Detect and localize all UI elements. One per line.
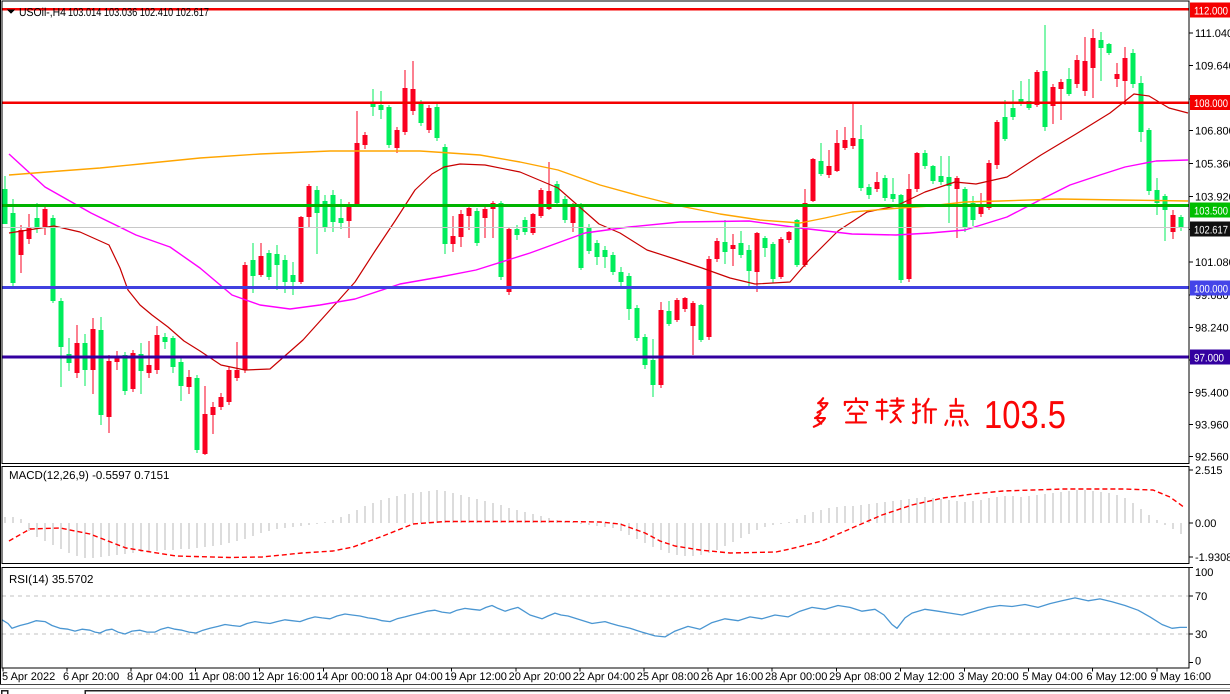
svg-text:8 Apr 04:00: 8 Apr 04:00 [127,671,183,683]
svg-text:6 Apr 20:00: 6 Apr 20:00 [63,671,119,683]
svg-text:92.560: 92.560 [1195,452,1229,464]
svg-text:26 Apr 16:00: 26 Apr 16:00 [701,671,763,683]
svg-text:29 Apr 08:00: 29 Apr 08:00 [829,671,891,683]
svg-text:101.080: 101.080 [1195,257,1230,269]
svg-text:105.360: 105.360 [1195,159,1230,171]
svg-text:111.040: 111.040 [1195,28,1230,40]
svg-text:2.515: 2.515 [1195,465,1223,477]
svg-text:MACD(12,26,9) -0.5597 0.7151: MACD(12,26,9) -0.5597 0.7151 [9,470,169,482]
svg-text:109.640: 109.640 [1195,61,1230,73]
svg-text:11 Apr 08:00: 11 Apr 08:00 [189,671,251,683]
svg-text:9 May 16:00: 9 May 16:00 [1151,671,1212,683]
svg-text:0: 0 [1195,656,1201,668]
svg-text:102.617: 102.617 [1194,225,1228,237]
svg-text:28 Apr 00:00: 28 Apr 00:00 [765,671,827,683]
svg-text:25 Apr 08:00: 25 Apr 08:00 [637,671,699,683]
svg-text:5 May 04:00: 5 May 04:00 [1022,671,1083,683]
svg-text:5 Apr 2022: 5 Apr 2022 [2,671,55,683]
svg-text:0.00: 0.00 [1195,518,1216,530]
svg-text:97.000: 97.000 [1194,353,1224,365]
svg-text:93.960: 93.960 [1195,420,1229,432]
svg-text:30: 30 [1195,629,1207,641]
svg-text:12 Apr 16:00: 12 Apr 16:00 [252,671,314,683]
svg-text:103.5: 103.5 [984,394,1066,437]
svg-text:112.000: 112.000 [1194,6,1228,18]
svg-text:95.400: 95.400 [1195,388,1229,400]
svg-text:-1.9308: -1.9308 [1195,552,1230,564]
svg-text:70: 70 [1195,591,1207,603]
svg-text:14 Apr 00:00: 14 Apr 00:00 [316,671,378,683]
svg-text:103.014 103.036 102.410 102.61: 103.014 103.036 102.410 102.617 [68,7,209,19]
svg-text:RSI(14) 35.5702: RSI(14) 35.5702 [9,574,93,586]
svg-text:103.500: 103.500 [1194,206,1228,218]
svg-text:100.000: 100.000 [1194,284,1228,296]
svg-text:USOil-,H4: USOil-,H4 [19,7,67,19]
svg-text:19 Apr 12:00: 19 Apr 12:00 [445,671,507,683]
svg-text:22 Apr 04:00: 22 Apr 04:00 [573,671,635,683]
svg-text:3 May 20:00: 3 May 20:00 [958,671,1019,683]
svg-text:106.800: 106.800 [1195,126,1230,138]
svg-text:18 Apr 04:00: 18 Apr 04:00 [380,671,442,683]
svg-text:6 May 12:00: 6 May 12:00 [1086,671,1147,683]
svg-text:20 Apr 20:00: 20 Apr 20:00 [509,671,571,683]
svg-text:98.240: 98.240 [1195,323,1229,335]
svg-text:108.000: 108.000 [1194,98,1228,110]
svg-text:2 May 12:00: 2 May 12:00 [894,671,955,683]
svg-text:100: 100 [1195,567,1213,579]
svg-text:103.920: 103.920 [1195,192,1230,204]
